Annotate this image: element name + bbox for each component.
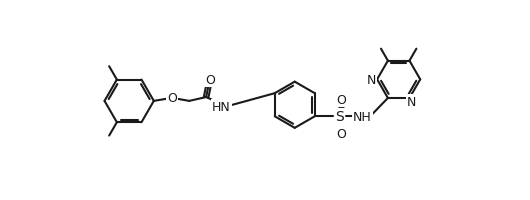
Text: N: N [366, 73, 376, 86]
Text: O: O [337, 93, 347, 106]
Text: S: S [335, 110, 344, 124]
Text: O: O [337, 127, 347, 140]
Text: N: N [407, 96, 417, 109]
Text: O: O [167, 91, 177, 104]
Text: NH: NH [353, 110, 372, 123]
Text: O: O [205, 73, 215, 86]
Text: HN: HN [212, 100, 231, 113]
